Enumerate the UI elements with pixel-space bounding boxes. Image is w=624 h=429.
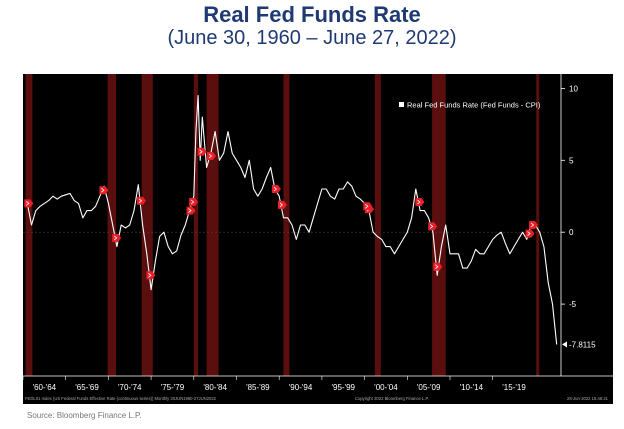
- chart: 10 5 0 -5 '60-'64 '65-'69 '70-'74 '75-'79 '80-'…: [23, 74, 613, 404]
- tightening-marker: [24, 199, 34, 208]
- x-tick-label: '75-'79: [161, 383, 185, 392]
- tightening-marker: [529, 221, 538, 229]
- tightening-marker: [433, 262, 443, 271]
- tightening-marker-chevron: [138, 198, 143, 204]
- x-tick-label: '70-'74: [118, 383, 142, 392]
- y-tick-label: 10: [569, 84, 578, 93]
- tightening-marker-chevron: [148, 272, 152, 278]
- last-value-tag: -7.8115: [562, 340, 596, 349]
- footer-left: FEDL01 Index (US Federal Funds Effective…: [25, 396, 217, 401]
- chart-title: Real Fed Funds Rate: [203, 2, 421, 27]
- tightening-marker-chevron: [417, 199, 421, 205]
- tightening-marker: [271, 185, 281, 193]
- tightening-marker: [186, 206, 196, 215]
- tightening-marker: [207, 152, 216, 160]
- tightening-marker: [415, 198, 425, 206]
- tightening-marker-chevron: [435, 264, 439, 270]
- tightening-marker-chevron: [113, 235, 118, 241]
- y-tick-label: -5: [569, 300, 577, 309]
- legend: Real Fed Funds Rate (Fed Funds - CPI): [399, 101, 541, 110]
- tightening-marker: [112, 233, 122, 242]
- x-tick-label: '60-'64: [33, 383, 57, 392]
- legend-label: Real Fed Funds Rate (Fed Funds - CPI): [407, 101, 541, 110]
- tightening-marker-chevron: [527, 231, 531, 236]
- tightening-marker-chevron: [365, 203, 369, 209]
- tightening-marker-chevron: [188, 208, 192, 213]
- x-tick-label: '65-'69: [75, 383, 99, 392]
- tightening-marker: [146, 271, 156, 280]
- series-line: [26, 95, 558, 345]
- recession-band: [283, 74, 290, 376]
- tightening-marker-chevron: [26, 201, 30, 206]
- y-tick-label: 0: [569, 228, 574, 237]
- x-tick-label: '05-'09: [417, 383, 441, 392]
- y-tick-label: 5: [569, 156, 574, 165]
- tightening-marker: [197, 147, 207, 156]
- x-tick-label: '80-'84: [203, 383, 227, 392]
- recession-band: [193, 74, 199, 376]
- x-tick-label: '10-'14: [460, 383, 484, 392]
- recession-band: [107, 74, 117, 376]
- recession-band: [206, 74, 219, 376]
- x-tick-label: '95-'99: [331, 383, 355, 392]
- tightening-marker: [99, 186, 109, 195]
- tightening-marker: [428, 222, 438, 231]
- tightening-marker: [189, 198, 199, 206]
- tightening-marker-chevron: [279, 202, 284, 208]
- recession-band: [374, 74, 381, 376]
- tightening-marker-chevron: [273, 186, 278, 192]
- tightening-marker-chevron: [199, 149, 203, 155]
- tightening-marker-chevron: [208, 153, 213, 159]
- tightening-marker-chevron: [101, 187, 105, 193]
- footer-right: Copyright 2022 Bloomberg Finance L.P.: [355, 396, 429, 401]
- x-tick-label: '15-'19: [502, 383, 526, 392]
- tightening-marker-chevron: [429, 224, 434, 229]
- tightening-marker: [363, 202, 373, 211]
- x-tick-label: '85-'89: [246, 383, 270, 392]
- source-note: Source: Bloomberg Finance L.P.: [27, 411, 142, 420]
- last-value-pointer: [562, 341, 567, 348]
- tightening-marker: [525, 229, 535, 238]
- tightening-marker: [137, 196, 146, 205]
- recession-band: [432, 74, 446, 376]
- chart-background: [23, 74, 613, 404]
- recession-band: [25, 74, 33, 376]
- x-tick-label: '90-'94: [289, 383, 313, 392]
- x-tick-label: '00-'04: [374, 383, 398, 392]
- chart-subtitle: (June 30, 1960 – June 27, 2022): [167, 27, 457, 49]
- footer-timestamp: 28-Jun-2022 15:46:21: [567, 396, 609, 401]
- tightening-marker: [277, 200, 287, 209]
- tightening-marker-chevron: [530, 222, 535, 228]
- recession-band: [141, 74, 153, 376]
- legend-swatch: [399, 102, 404, 107]
- tightening-marker-chevron: [190, 199, 195, 205]
- last-value-label: -7.8115: [569, 340, 596, 349]
